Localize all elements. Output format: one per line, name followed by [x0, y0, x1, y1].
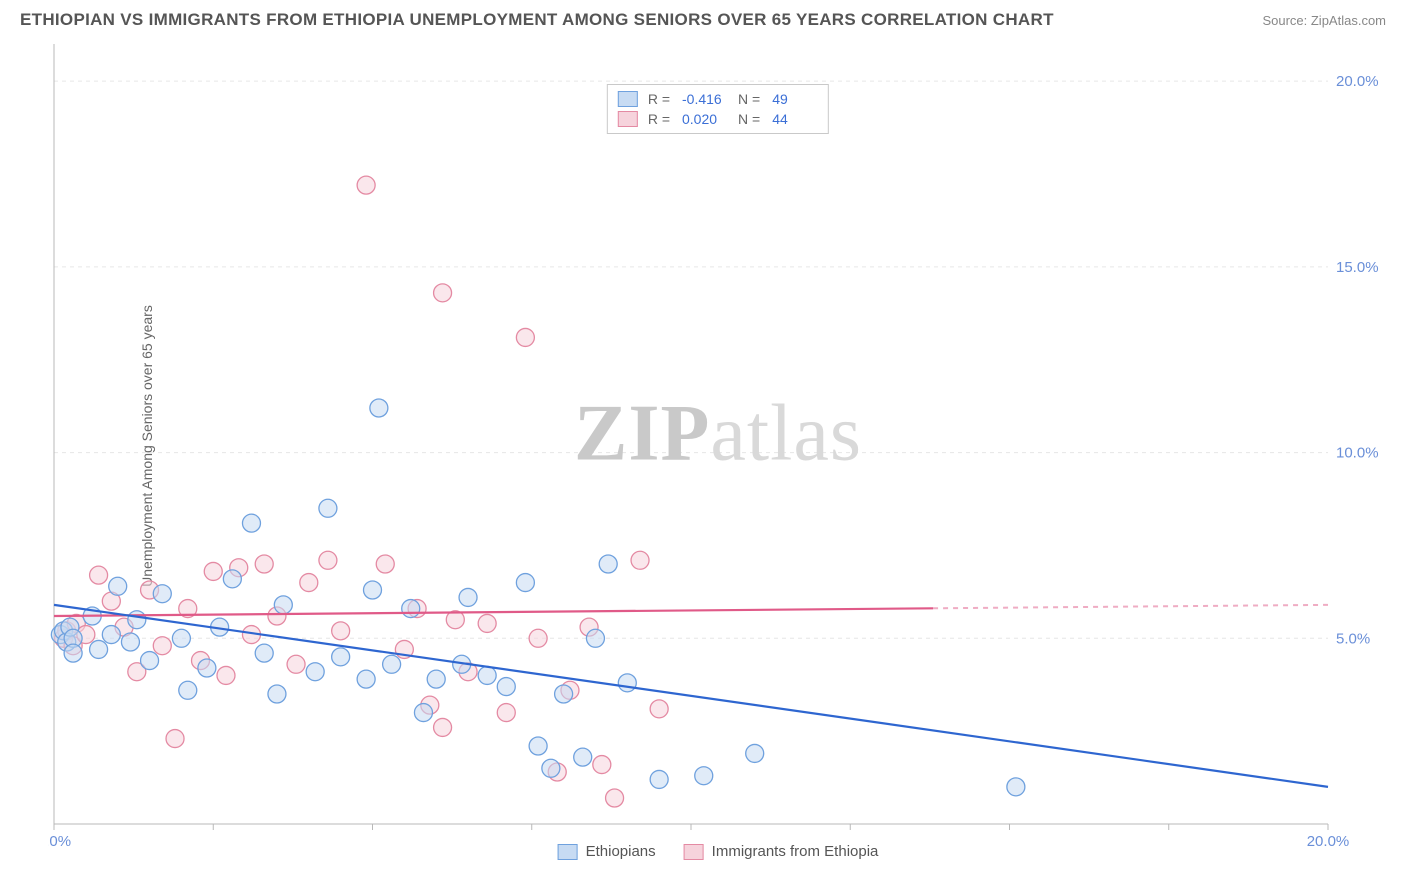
- chart-title: ETHIOPIAN VS IMMIGRANTS FROM ETHIOPIA UN…: [20, 10, 1054, 30]
- legend-item-ethiopians: Ethiopians: [558, 843, 656, 860]
- legend-label-immigrants: Immigrants from Ethiopia: [712, 843, 879, 860]
- legend-row-immigrants: R = 0.020 N = 44: [618, 109, 818, 129]
- scatter-chart: 5.0% 10.0% 15.0% 20.0% 0.0% 20.0%: [48, 40, 1388, 860]
- n-label: N =: [738, 111, 760, 127]
- svg-text:0.0%: 0.0%: [48, 833, 71, 850]
- svg-text:20.0%: 20.0%: [1307, 833, 1350, 850]
- svg-text:5.0%: 5.0%: [1336, 630, 1370, 647]
- swatch-immigrants: [618, 111, 638, 127]
- legend-row-ethiopians: R = -0.416 N = 49: [618, 89, 818, 109]
- swatch-immigrants: [684, 844, 704, 860]
- title-bar: ETHIOPIAN VS IMMIGRANTS FROM ETHIOPIA UN…: [0, 0, 1406, 36]
- correlation-legend: R = -0.416 N = 49 R = 0.020 N = 44: [607, 84, 829, 134]
- source-label: Source: ZipAtlas.com: [1262, 13, 1386, 28]
- svg-text:20.0%: 20.0%: [1336, 73, 1379, 90]
- r-value-immigrants: 0.020: [682, 111, 728, 127]
- legend-label-ethiopians: Ethiopians: [586, 843, 656, 860]
- n-value-immigrants: 44: [772, 111, 818, 127]
- svg-text:15.0%: 15.0%: [1336, 259, 1379, 276]
- r-value-ethiopians: -0.416: [682, 91, 728, 107]
- svg-text:10.0%: 10.0%: [1336, 445, 1379, 462]
- chart-area: ZIPatlas 5.0%10.0%15.0%20.0%0.0%20.0% R …: [48, 40, 1388, 860]
- swatch-ethiopians: [618, 91, 638, 107]
- n-label: N =: [738, 91, 760, 107]
- n-value-ethiopians: 49: [772, 91, 818, 107]
- legend-item-immigrants: Immigrants from Ethiopia: [684, 843, 879, 860]
- r-label: R =: [648, 91, 670, 107]
- series-legend: Ethiopians Immigrants from Ethiopia: [558, 843, 879, 860]
- r-label: R =: [648, 111, 670, 127]
- swatch-ethiopians: [558, 844, 578, 860]
